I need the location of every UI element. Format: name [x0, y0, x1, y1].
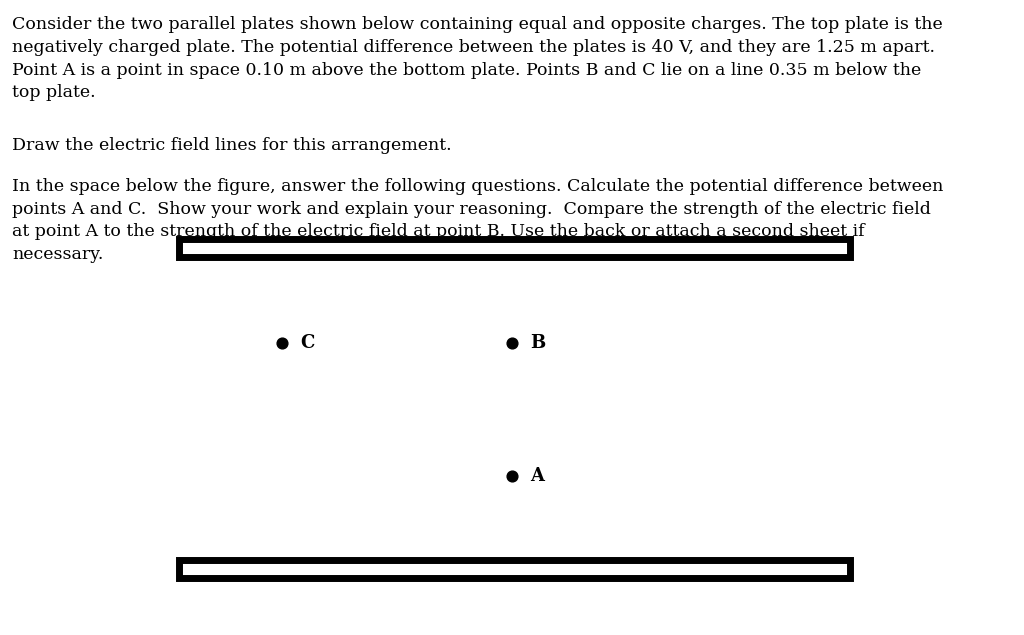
- Text: Consider the two parallel plates shown below containing equal and opposite charg: Consider the two parallel plates shown b…: [12, 16, 943, 102]
- Bar: [179, 560, 850, 578]
- Point: [273, 338, 290, 348]
- Point: [504, 338, 520, 348]
- Text: A: A: [530, 467, 545, 485]
- Text: Draw the electric field lines for this arrangement.: Draw the electric field lines for this a…: [12, 137, 452, 154]
- Text: C: C: [300, 334, 314, 352]
- Text: B: B: [530, 334, 546, 352]
- Text: In the space below the figure, answer the following questions. Calculate the pot: In the space below the figure, answer th…: [12, 178, 944, 264]
- Bar: [179, 239, 850, 257]
- Point: [504, 471, 520, 481]
